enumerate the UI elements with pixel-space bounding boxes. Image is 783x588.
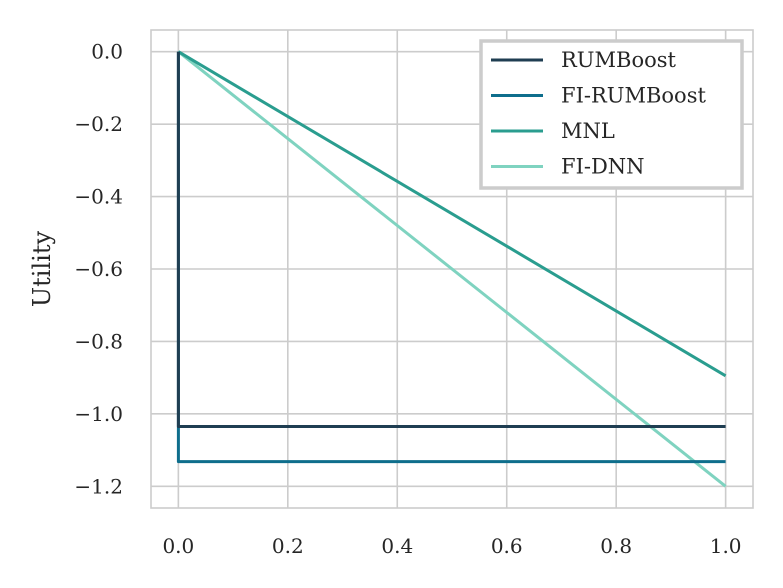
plot-frame <box>150 29 754 509</box>
x-tick-label: 0.4 <box>381 534 413 558</box>
y-tick-label: −0.6 <box>74 257 123 281</box>
legend-label: FI-DNN <box>561 155 645 179</box>
y-axis-label: Utility <box>28 231 56 308</box>
x-tick-label: 0.6 <box>491 534 523 558</box>
y-tick-label: −0.8 <box>74 329 123 353</box>
series-line-mnl <box>177 50 727 378</box>
series-line-rumboost <box>176 51 726 428</box>
legend-label: FI-RUMBoost <box>561 84 706 108</box>
legend-label: RUMBoost <box>561 48 677 72</box>
tick-labels: 0.0 0.2 0.4 0.6 0.8 1.0 0.0 −0.2 −0.4 −0.6 −0.8 −1.… <box>74 40 741 558</box>
legend: RUMBoost FI-RUMBoost MNL FI-DNN <box>479 39 744 190</box>
series-lines <box>176 50 727 488</box>
series-line-fi-dnn <box>177 50 727 488</box>
y-tick-label: −0.2 <box>74 112 123 136</box>
legend-label: MNL <box>561 119 615 143</box>
x-tick-label: 0.0 <box>162 534 194 558</box>
y-tick-label: −1.0 <box>74 402 123 426</box>
x-tick-label: 1.0 <box>710 534 742 558</box>
x-tick-label: 0.8 <box>600 534 632 558</box>
y-tick-label: −1.2 <box>74 474 123 498</box>
x-tick-label: 0.2 <box>272 534 304 558</box>
y-tick-label: −0.4 <box>74 185 123 209</box>
legend-box <box>479 39 744 190</box>
y-tick-label: 0.0 <box>91 40 123 64</box>
